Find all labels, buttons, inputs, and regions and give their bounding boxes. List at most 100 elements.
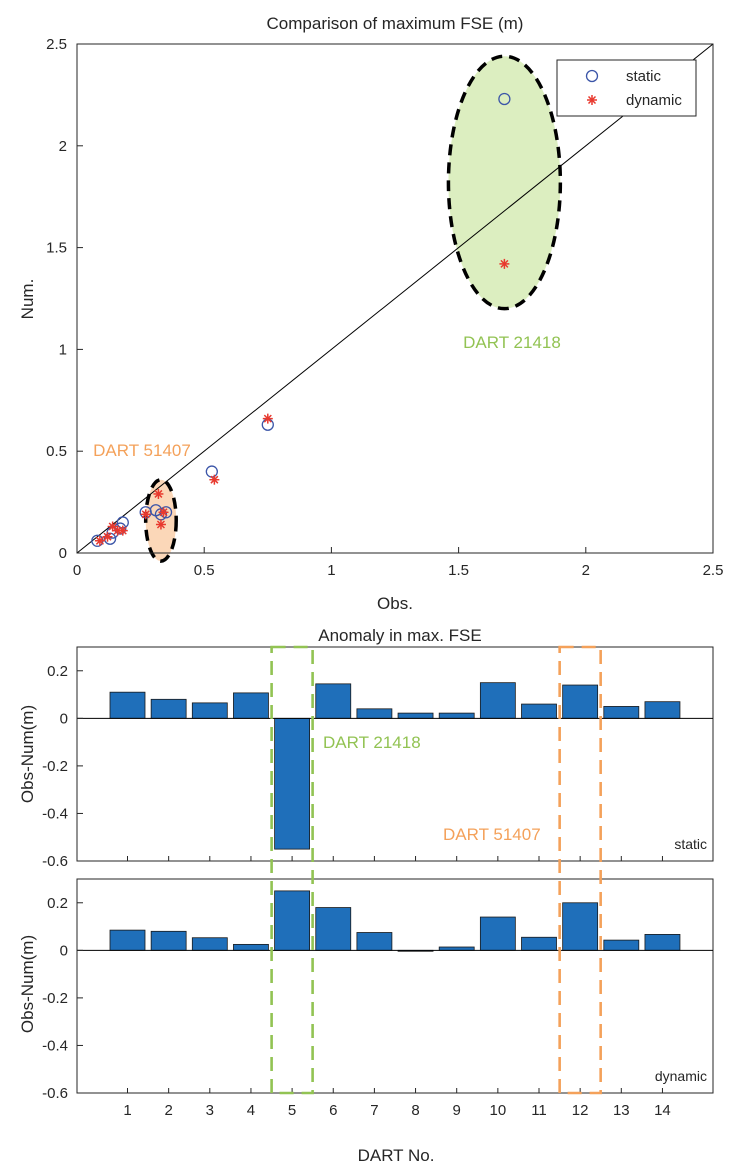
y-tick-label: -0.2 xyxy=(42,758,68,775)
y-tick-label: -0.2 xyxy=(42,990,68,1007)
scatter-y-label: Num. xyxy=(18,279,37,320)
bar-6 xyxy=(315,683,352,719)
anomaly-title: Anomaly in max. FSE xyxy=(318,626,481,645)
x-tick-label: 13 xyxy=(613,1102,630,1119)
static-y-label: Obs-Num(m) xyxy=(18,705,37,803)
bar-1 xyxy=(109,929,146,951)
highlight-label-dart-51407: DART 51407 xyxy=(443,825,541,844)
point-dynamic xyxy=(102,531,113,542)
point-dynamic xyxy=(117,525,128,536)
static-bar-panel: 0.2 0 -0.2 -0.4 -0.6 xyxy=(42,646,714,870)
identity-line xyxy=(76,43,714,554)
legend-box xyxy=(556,59,697,117)
point-dynamic xyxy=(499,258,510,269)
y-tick-label: 2.5 xyxy=(46,36,67,53)
bar-5 xyxy=(274,717,311,850)
x-tick-label: 5 xyxy=(288,1102,296,1119)
bar-7 xyxy=(356,708,393,719)
bar-7 xyxy=(356,932,393,951)
highlight-box-5 xyxy=(270,645,314,1095)
highlight-label-dart-21418: DART 21418 xyxy=(323,733,421,752)
x-tick-label: 8 xyxy=(411,1102,419,1119)
x-tick-label: 14 xyxy=(654,1102,671,1119)
scatter-x-label: Obs. xyxy=(377,594,413,613)
bar-5 xyxy=(274,890,311,951)
dynamic-bar-panel: 0.20-0.2-0.4-0.61 2 3 4 5 6 7 8 9 10 11 12 13 14 xyxy=(42,878,714,1119)
bar-3 xyxy=(191,937,228,951)
annotation-dart-51407: DART 51407 xyxy=(93,441,191,460)
bar-12 xyxy=(562,902,599,951)
anomaly-panels: Anomaly in max. FSE 0.2 0 -0.2 -0.4 -0.6 0.2… xyxy=(18,626,714,1165)
point-dynamic xyxy=(155,519,166,530)
scatter-panel: Comparison of maximum FSE (m) 0 0.5 1 1.5 2 2… xyxy=(18,14,723,613)
x-tick-label: 1.5 xyxy=(448,562,469,579)
y-tick-label: 1 xyxy=(59,341,67,358)
bar-13 xyxy=(603,706,640,719)
x-tick-label: 3 xyxy=(206,1102,214,1119)
scatter-axes-box xyxy=(76,43,714,554)
x-tick-label: 2 xyxy=(582,562,590,579)
static-panel-label: static xyxy=(674,836,707,852)
x-tick-label: 12 xyxy=(572,1102,589,1119)
point-dynamic xyxy=(158,507,169,518)
x-tick-label: 2.5 xyxy=(703,562,724,579)
bar-14 xyxy=(644,701,681,719)
dynamic-panel-label: dynamic xyxy=(655,1068,707,1084)
point-static xyxy=(498,92,511,106)
point-dynamic xyxy=(140,509,151,520)
bar-axes-box xyxy=(76,878,714,1094)
x-tick-label: 0.5 xyxy=(194,562,215,579)
dynamic-y-label: Obs-Num(m) xyxy=(18,935,37,1033)
bar-9 xyxy=(438,712,475,719)
bar-1 xyxy=(109,691,146,719)
scatter-annotations xyxy=(143,54,563,563)
bar-2 xyxy=(150,930,187,951)
x-tick-label: 9 xyxy=(453,1102,461,1119)
x-tick-label: 1 xyxy=(123,1102,131,1119)
y-tick-label: 1.5 xyxy=(46,240,67,257)
legend-static-label: static xyxy=(626,68,662,85)
legend-dynamic-label: dynamic xyxy=(626,92,682,109)
bar-13 xyxy=(603,939,640,951)
scatter-x-ticks: 0 0.5 1 1.5 2 2.5 xyxy=(73,547,724,579)
y-tick-label: 0 xyxy=(59,545,67,562)
bar-11 xyxy=(521,703,557,719)
annotation-dart-21418: DART 21418 xyxy=(463,333,561,352)
legend-dynamic-marker xyxy=(587,95,597,105)
highlight-boxes xyxy=(270,645,602,1095)
bar-14 xyxy=(644,934,681,951)
scatter-points xyxy=(91,92,511,547)
highlight-ellipse-1 xyxy=(446,54,563,311)
y-tick-label: 0 xyxy=(60,942,68,959)
x-tick-label: 7 xyxy=(370,1102,378,1119)
y-tick-label: 0.5 xyxy=(46,443,67,460)
bar-10 xyxy=(479,682,516,719)
bar-6 xyxy=(315,907,352,951)
y-tick-label: -0.4 xyxy=(42,1037,68,1054)
bar-10 xyxy=(479,916,516,951)
bar-12 xyxy=(562,684,599,719)
y-tick-label: 0.2 xyxy=(47,663,68,680)
y-tick-label: 0 xyxy=(60,710,68,727)
x-tick-label: 6 xyxy=(329,1102,337,1119)
y-tick-label: 2 xyxy=(59,138,67,155)
point-dynamic xyxy=(153,488,164,499)
bar-3 xyxy=(191,702,228,719)
y-tick-label: -0.6 xyxy=(42,853,68,870)
point-dynamic xyxy=(94,535,105,546)
bar-4 xyxy=(233,692,269,719)
legend-static-marker xyxy=(585,69,599,83)
legend: static dynamic xyxy=(556,59,697,117)
highlight-box-12 xyxy=(558,645,602,1095)
bar-8 xyxy=(397,712,434,719)
bar-x-label: DART No. xyxy=(358,1146,435,1165)
y-tick-label: -0.6 xyxy=(42,1085,68,1102)
scatter-y-ticks: 0 0.5 1 1.5 2 2.5 xyxy=(46,36,83,562)
x-tick-label: 1 xyxy=(327,562,335,579)
point-dynamic xyxy=(209,474,220,485)
x-tick-label: 2 xyxy=(164,1102,172,1119)
point-static xyxy=(205,465,218,478)
x-tick-label: 4 xyxy=(247,1102,255,1119)
bar-4 xyxy=(233,943,269,951)
